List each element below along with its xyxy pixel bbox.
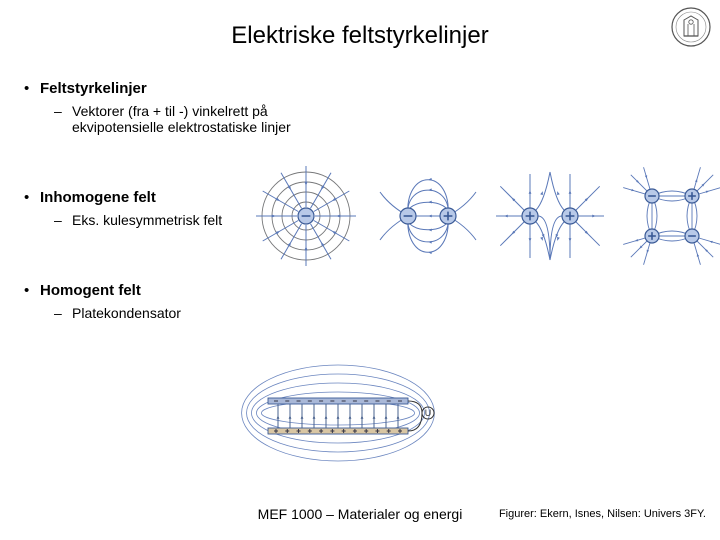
dash-marker: – <box>54 212 72 228</box>
bullet-1: • Feltstyrkelinjer <box>24 80 354 97</box>
figure-capacitor: U <box>238 356 438 476</box>
sub-bullet-1: – Vektorer (fra + til -) vinkelrett på e… <box>54 103 354 135</box>
figure-radial-field <box>252 162 360 270</box>
bullet-heading: Homogent felt <box>40 282 141 299</box>
bullet-heading: Feltstyrkelinjer <box>40 80 147 97</box>
sub-bullet-text: Eks. kulesymmetrisk felt <box>72 212 222 228</box>
bullet-marker: • <box>24 282 40 299</box>
bullet-heading: Inhomogene felt <box>40 189 156 206</box>
sub-bullet-3: – Platekondensator <box>54 305 354 321</box>
footer-credit: Figurer: Ekern, Isnes, Nilsen: Univers 3… <box>499 508 706 520</box>
bullet-3: • Homogent felt <box>24 282 354 299</box>
dash-marker: – <box>54 103 72 119</box>
figure-quadrupole <box>618 162 720 270</box>
dash-marker: – <box>54 305 72 321</box>
svg-text:U: U <box>425 408 432 418</box>
bullet-marker: • <box>24 189 40 206</box>
sub-bullet-text: Vektorer (fra + til -) vinkelrett på ekv… <box>72 103 354 135</box>
figure-dipole-unlike <box>374 162 482 270</box>
slide-title: Elektriske feltstyrkelinjer <box>0 22 720 50</box>
bullet-marker: • <box>24 80 40 97</box>
sub-bullet-text: Platekondensator <box>72 305 181 321</box>
field-figures-row <box>252 162 720 270</box>
figure-dipole-like <box>496 162 604 270</box>
